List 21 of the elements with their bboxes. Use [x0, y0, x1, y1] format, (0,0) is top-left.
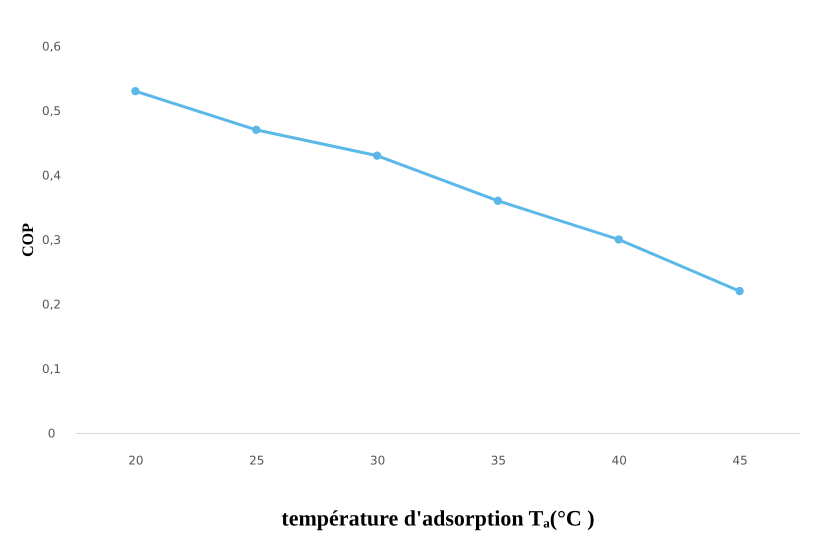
x-tick-label: 25: [249, 454, 264, 468]
y-tick-label: 0,1: [42, 362, 62, 376]
point: [131, 86, 140, 96]
point: [735, 286, 744, 296]
x-tick-label: 45: [732, 454, 748, 468]
y-tick-label: 0,6: [42, 40, 62, 54]
point: [494, 196, 502, 205]
point: [372, 151, 382, 160]
point: [252, 126, 260, 134]
y-tick-label: 0: [48, 426, 56, 440]
x-tick-label: 40: [612, 454, 627, 468]
y-tick-label: 0,5: [42, 104, 62, 118]
x-tick-label: 20: [128, 454, 144, 468]
x-axis-title: température d'adsorption Tₐ(°C ): [281, 506, 595, 530]
y-tick-label: 0,3: [42, 233, 62, 247]
y-axis-title: COP: [20, 222, 37, 257]
y-tick-label: 0,2: [42, 298, 62, 312]
y-tick-label: 0,4: [42, 168, 62, 182]
x-tick-label: 30: [370, 454, 386, 468]
point: [614, 235, 623, 244]
x-tick-label: 35: [490, 454, 506, 468]
